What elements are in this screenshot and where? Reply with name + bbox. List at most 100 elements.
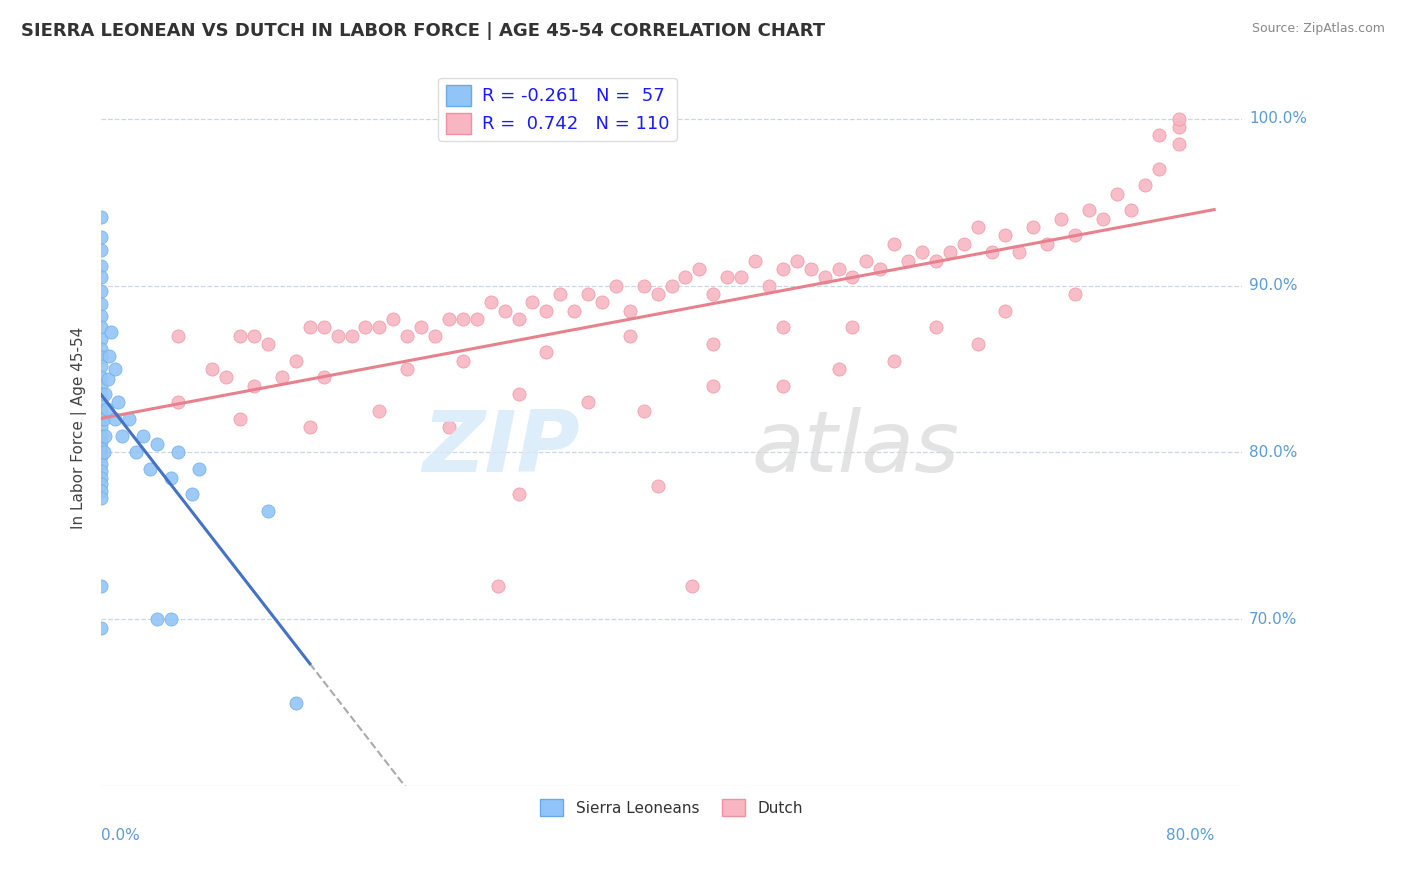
Point <box>166 395 188 409</box>
Point <box>298 420 321 434</box>
Point <box>536 303 558 318</box>
Point <box>716 270 738 285</box>
Point <box>90 297 112 311</box>
Point <box>90 332 112 346</box>
Point <box>90 579 112 593</box>
Point <box>90 621 112 635</box>
Point <box>702 286 724 301</box>
Point <box>1147 128 1170 143</box>
Point <box>90 477 112 491</box>
Text: 100.0%: 100.0% <box>1249 112 1308 126</box>
Point <box>939 245 962 260</box>
Point <box>772 320 794 334</box>
Point <box>841 320 863 334</box>
Point <box>633 403 655 417</box>
Point <box>100 326 122 340</box>
Point <box>396 362 419 376</box>
Point <box>90 210 112 224</box>
Point <box>619 328 641 343</box>
Point <box>90 449 112 463</box>
Point <box>90 370 112 384</box>
Point <box>90 420 112 434</box>
Point <box>326 328 349 343</box>
Point <box>605 278 627 293</box>
Point <box>508 387 530 401</box>
Point <box>90 491 112 505</box>
Point <box>897 253 920 268</box>
Point <box>702 337 724 351</box>
Point <box>396 328 419 343</box>
Point <box>243 378 266 392</box>
Point <box>90 284 112 298</box>
Point <box>180 487 202 501</box>
Point <box>675 270 697 285</box>
Point <box>111 429 134 443</box>
Point <box>883 353 905 368</box>
Point <box>1119 203 1142 218</box>
Point <box>647 286 669 301</box>
Point <box>271 370 294 384</box>
Point <box>786 253 808 268</box>
Point <box>758 278 780 293</box>
Point <box>159 612 181 626</box>
Point <box>437 312 460 326</box>
Point <box>187 462 209 476</box>
Point <box>772 261 794 276</box>
Point <box>855 253 877 268</box>
Point <box>1036 236 1059 251</box>
Point <box>576 286 599 301</box>
Point <box>201 362 224 376</box>
Point <box>494 303 516 318</box>
Point <box>312 320 335 334</box>
Point <box>257 504 280 518</box>
Point <box>966 220 988 235</box>
Point <box>1064 286 1087 301</box>
Point <box>90 429 112 443</box>
Point <box>90 320 112 334</box>
Point <box>90 230 112 244</box>
Point <box>132 429 155 443</box>
Point <box>925 320 948 334</box>
Text: Source: ZipAtlas.com: Source: ZipAtlas.com <box>1251 22 1385 36</box>
Point <box>744 253 766 268</box>
Point <box>479 295 502 310</box>
Point <box>125 445 148 459</box>
Point <box>465 312 488 326</box>
Point <box>90 470 112 484</box>
Point <box>90 259 112 273</box>
Point <box>90 351 112 365</box>
Point <box>284 353 307 368</box>
Point <box>1168 112 1191 126</box>
Point <box>451 312 474 326</box>
Point <box>146 437 169 451</box>
Point <box>980 245 1002 260</box>
Point <box>229 412 252 426</box>
Point <box>166 328 188 343</box>
Point <box>159 470 181 484</box>
Point <box>486 579 509 593</box>
Point <box>994 303 1017 318</box>
Point <box>98 349 121 363</box>
Point <box>1091 211 1114 226</box>
Point <box>411 320 433 334</box>
Point <box>841 270 863 285</box>
Point <box>1008 245 1031 260</box>
Point <box>90 412 112 426</box>
Text: 0.0%: 0.0% <box>101 828 139 843</box>
Point <box>382 312 405 326</box>
Point <box>536 345 558 359</box>
Point <box>107 395 129 409</box>
Point <box>146 612 169 626</box>
Point <box>90 464 112 478</box>
Point <box>97 372 120 386</box>
Text: 90.0%: 90.0% <box>1249 278 1298 293</box>
Point <box>139 462 162 476</box>
Point <box>1022 220 1045 235</box>
Point <box>90 442 112 457</box>
Point <box>702 378 724 392</box>
Point <box>681 579 703 593</box>
Point <box>800 261 823 276</box>
Point <box>94 429 117 443</box>
Point <box>827 261 849 276</box>
Text: 80.0%: 80.0% <box>1249 445 1298 460</box>
